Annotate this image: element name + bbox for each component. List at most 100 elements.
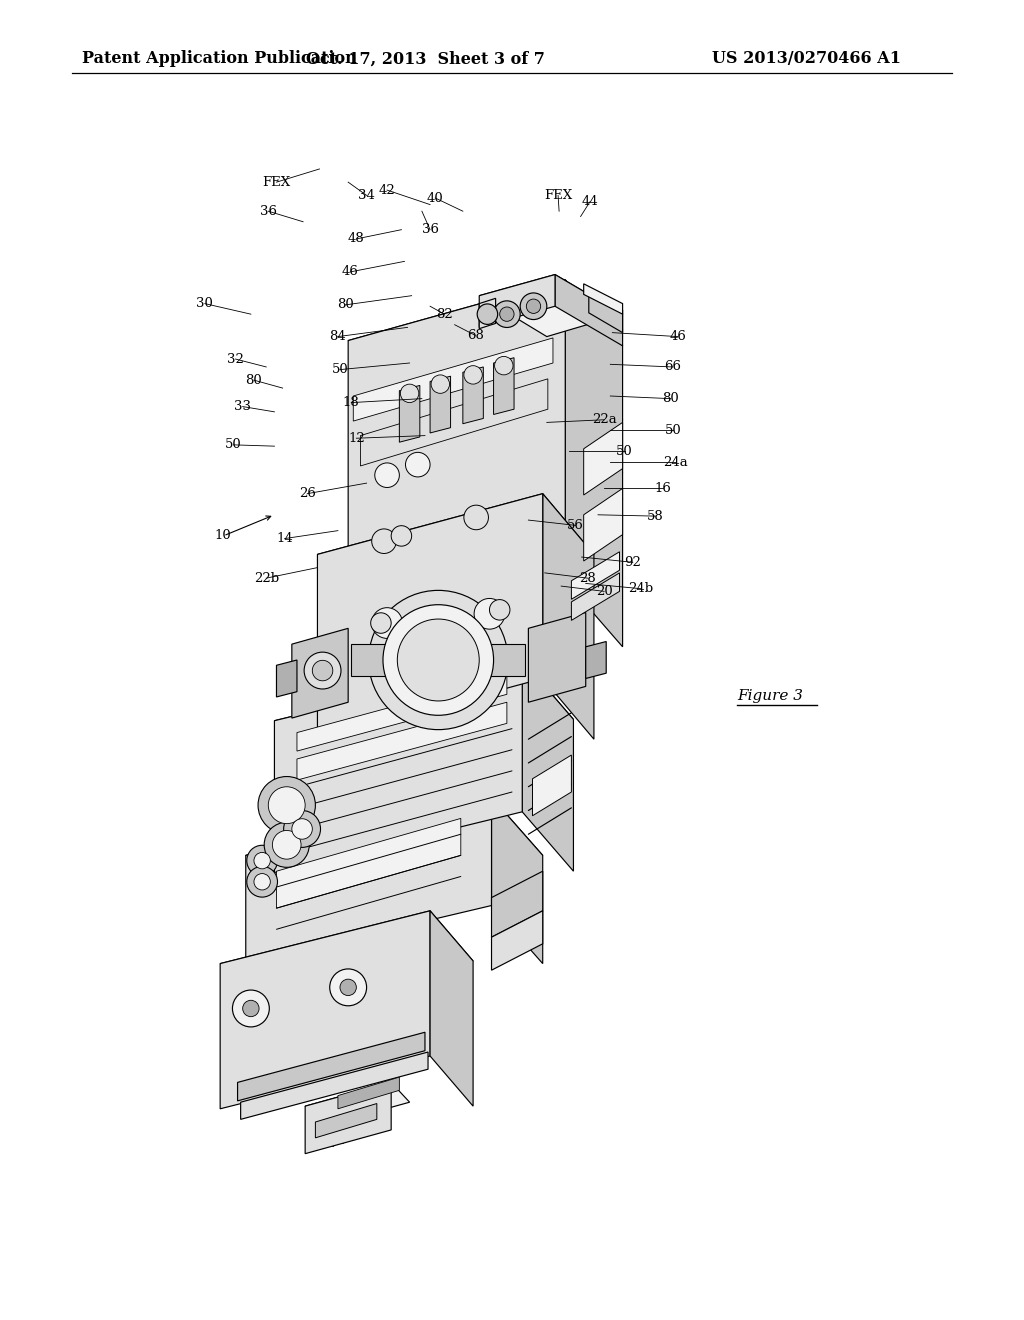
Text: 24a: 24a [664, 455, 688, 469]
Text: 80: 80 [337, 298, 353, 312]
Circle shape [464, 506, 488, 529]
Polygon shape [492, 871, 543, 937]
Polygon shape [479, 275, 555, 327]
Polygon shape [584, 284, 623, 314]
Text: 32: 32 [227, 352, 244, 366]
Circle shape [526, 300, 541, 313]
Polygon shape [297, 676, 507, 751]
Polygon shape [463, 367, 483, 424]
Circle shape [406, 453, 430, 477]
Polygon shape [492, 911, 543, 970]
Polygon shape [220, 911, 473, 1014]
Polygon shape [571, 573, 620, 620]
Polygon shape [360, 379, 548, 466]
Text: 92: 92 [625, 556, 641, 569]
Circle shape [272, 830, 301, 859]
Circle shape [383, 605, 494, 715]
Polygon shape [399, 385, 420, 442]
Text: 46: 46 [342, 265, 358, 279]
Text: 12: 12 [348, 432, 365, 445]
Polygon shape [492, 797, 543, 964]
Circle shape [489, 599, 510, 620]
Polygon shape [565, 280, 623, 647]
Text: FEX: FEX [262, 176, 291, 189]
Circle shape [232, 990, 269, 1027]
Text: 10: 10 [215, 529, 231, 543]
Text: 20: 20 [596, 585, 612, 598]
Circle shape [371, 612, 391, 634]
Circle shape [495, 356, 513, 375]
Text: Patent Application Publication: Patent Application Publication [82, 50, 356, 67]
Polygon shape [276, 818, 461, 908]
Circle shape [391, 525, 412, 546]
Text: 58: 58 [647, 510, 664, 523]
Polygon shape [348, 280, 623, 407]
Polygon shape [430, 376, 451, 433]
Circle shape [312, 660, 333, 681]
Circle shape [268, 787, 305, 824]
Text: 33: 33 [234, 400, 251, 413]
Text: 16: 16 [654, 482, 671, 495]
Polygon shape [276, 660, 297, 697]
Text: 66: 66 [665, 360, 681, 374]
Circle shape [520, 293, 547, 319]
Polygon shape [315, 1104, 377, 1138]
Text: 50: 50 [665, 424, 681, 437]
Circle shape [375, 463, 399, 487]
Text: US 2013/0270466 A1: US 2013/0270466 A1 [712, 50, 901, 67]
Polygon shape [589, 290, 623, 333]
Text: 14: 14 [276, 532, 293, 545]
Polygon shape [317, 494, 594, 615]
Circle shape [304, 652, 341, 689]
Text: 80: 80 [663, 392, 679, 405]
Circle shape [243, 1001, 259, 1016]
Polygon shape [241, 1052, 428, 1119]
Polygon shape [430, 911, 473, 1106]
Circle shape [292, 818, 312, 840]
Text: 28: 28 [580, 572, 596, 585]
Text: 22b: 22b [254, 572, 279, 585]
Polygon shape [246, 797, 543, 913]
Circle shape [340, 979, 356, 995]
Polygon shape [449, 644, 525, 676]
Circle shape [330, 969, 367, 1006]
Polygon shape [532, 755, 571, 816]
Text: 80: 80 [246, 374, 262, 387]
Circle shape [500, 308, 514, 321]
Text: 36: 36 [260, 205, 276, 218]
Text: 36: 36 [422, 223, 438, 236]
Polygon shape [494, 358, 514, 414]
Polygon shape [220, 911, 430, 1109]
Polygon shape [238, 1032, 425, 1101]
Polygon shape [317, 494, 543, 739]
Text: 46: 46 [670, 330, 686, 343]
Polygon shape [555, 275, 623, 346]
Polygon shape [528, 612, 586, 702]
Text: 50: 50 [225, 438, 242, 451]
Polygon shape [479, 275, 623, 337]
Polygon shape [522, 660, 573, 871]
Text: 40: 40 [427, 191, 443, 205]
Polygon shape [305, 1082, 410, 1126]
Circle shape [477, 304, 498, 325]
Circle shape [397, 619, 479, 701]
Polygon shape [274, 660, 522, 873]
Polygon shape [586, 642, 606, 678]
Text: 24b: 24b [629, 582, 653, 595]
Circle shape [369, 590, 508, 730]
Polygon shape [351, 644, 428, 676]
Circle shape [254, 874, 270, 890]
Circle shape [372, 607, 402, 639]
Polygon shape [297, 702, 507, 780]
Text: 44: 44 [582, 195, 598, 209]
Text: FEX: FEX [544, 189, 572, 202]
Polygon shape [543, 494, 594, 739]
Text: 48: 48 [348, 232, 365, 246]
Text: 30: 30 [197, 297, 213, 310]
Text: Oct. 17, 2013  Sheet 3 of 7: Oct. 17, 2013 Sheet 3 of 7 [305, 50, 545, 67]
Text: 26: 26 [299, 487, 315, 500]
Text: 56: 56 [567, 519, 584, 532]
Polygon shape [305, 1082, 391, 1154]
Circle shape [400, 384, 419, 403]
Circle shape [254, 853, 270, 869]
